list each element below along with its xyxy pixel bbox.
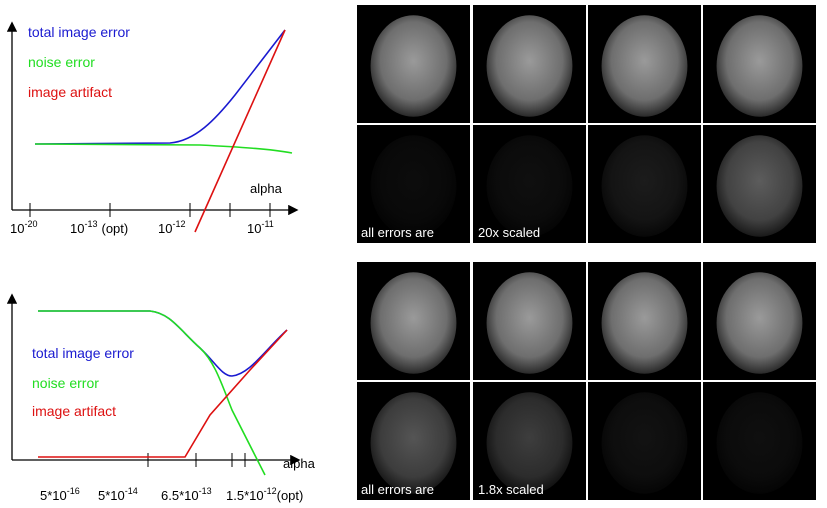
noise-error-curve xyxy=(34,143,293,154)
axis-label: alpha xyxy=(283,456,316,471)
brain-image xyxy=(370,392,457,494)
brain-image xyxy=(601,392,688,494)
overlay-label: all errors are xyxy=(361,482,434,497)
tick-exp: -13 xyxy=(199,486,212,496)
tick-base: 5*10 xyxy=(40,488,67,503)
brain-image xyxy=(486,392,573,494)
brain-image xyxy=(716,15,803,117)
brain-image xyxy=(370,135,457,237)
brain-image xyxy=(601,135,688,237)
tick-exp: -11 xyxy=(261,219,273,229)
overlay-label: all errors are xyxy=(361,225,434,240)
tick-base: 10 xyxy=(10,221,24,236)
tick-exp: -12 xyxy=(172,219,185,229)
legend-label: noise error xyxy=(28,54,95,70)
plot-top xyxy=(6,21,299,233)
tick-base: 10 xyxy=(70,221,84,236)
tick-label: 10-13 (opt) xyxy=(70,219,128,236)
tick-label: 5*10-14 xyxy=(98,486,138,503)
noise-error-curve xyxy=(38,310,266,476)
tick-exp: -13 xyxy=(84,219,97,229)
tick-exp: -14 xyxy=(125,486,138,496)
brain-image xyxy=(601,15,688,117)
artifact-curve xyxy=(38,329,288,458)
total-error-curve xyxy=(34,29,286,145)
tick-label: 5*10-16 xyxy=(40,486,80,503)
legend-label: image artifact xyxy=(28,84,112,100)
tick-base: 6.5*10 xyxy=(161,488,199,503)
tick-suffix: (opt) xyxy=(277,488,304,503)
tick-exp: -20 xyxy=(24,219,37,229)
brain-image xyxy=(486,15,573,117)
tick-base: 5*10 xyxy=(98,488,125,503)
tick-label: 10-11 xyxy=(247,219,274,236)
plot-bottom xyxy=(6,293,301,476)
tick-exp: -12 xyxy=(264,486,277,496)
ticks xyxy=(147,453,246,467)
total-error-curve xyxy=(38,310,288,377)
overlay-label: 20x scaled xyxy=(478,225,540,240)
tick-suffix: (opt) xyxy=(101,221,128,236)
tick-base: 10 xyxy=(158,221,172,236)
ticks xyxy=(29,203,271,217)
tick-label: 10-20 xyxy=(10,219,37,236)
artifact-curve xyxy=(194,29,286,233)
brain-image xyxy=(716,135,803,237)
tick-label: 10-12 xyxy=(158,219,185,236)
brain-image xyxy=(716,392,803,494)
legend-label: noise error xyxy=(32,375,99,391)
legend-label: total image error xyxy=(28,24,130,40)
overlay-label: 1.8x scaled xyxy=(478,482,544,497)
tick-base: 10 xyxy=(247,221,261,236)
brain-image xyxy=(486,272,573,374)
tick-exp: -16 xyxy=(67,486,80,496)
axis-label: alpha xyxy=(250,181,283,196)
brain-image xyxy=(486,135,573,237)
tick-label: 6.5*10-13 xyxy=(161,486,212,503)
legend-label: total image error xyxy=(32,345,134,361)
brain-image xyxy=(601,272,688,374)
brain-image xyxy=(370,272,457,374)
brain-image xyxy=(716,272,803,374)
brain-image xyxy=(370,15,457,117)
tick-base: 1.5*10 xyxy=(226,488,264,503)
image-grids: all errors are 20x scaled all errors are 1.… xyxy=(357,5,817,500)
tick-label: 1.5*10-12(opt) xyxy=(226,486,303,503)
legend-label: image artifact xyxy=(32,403,116,419)
